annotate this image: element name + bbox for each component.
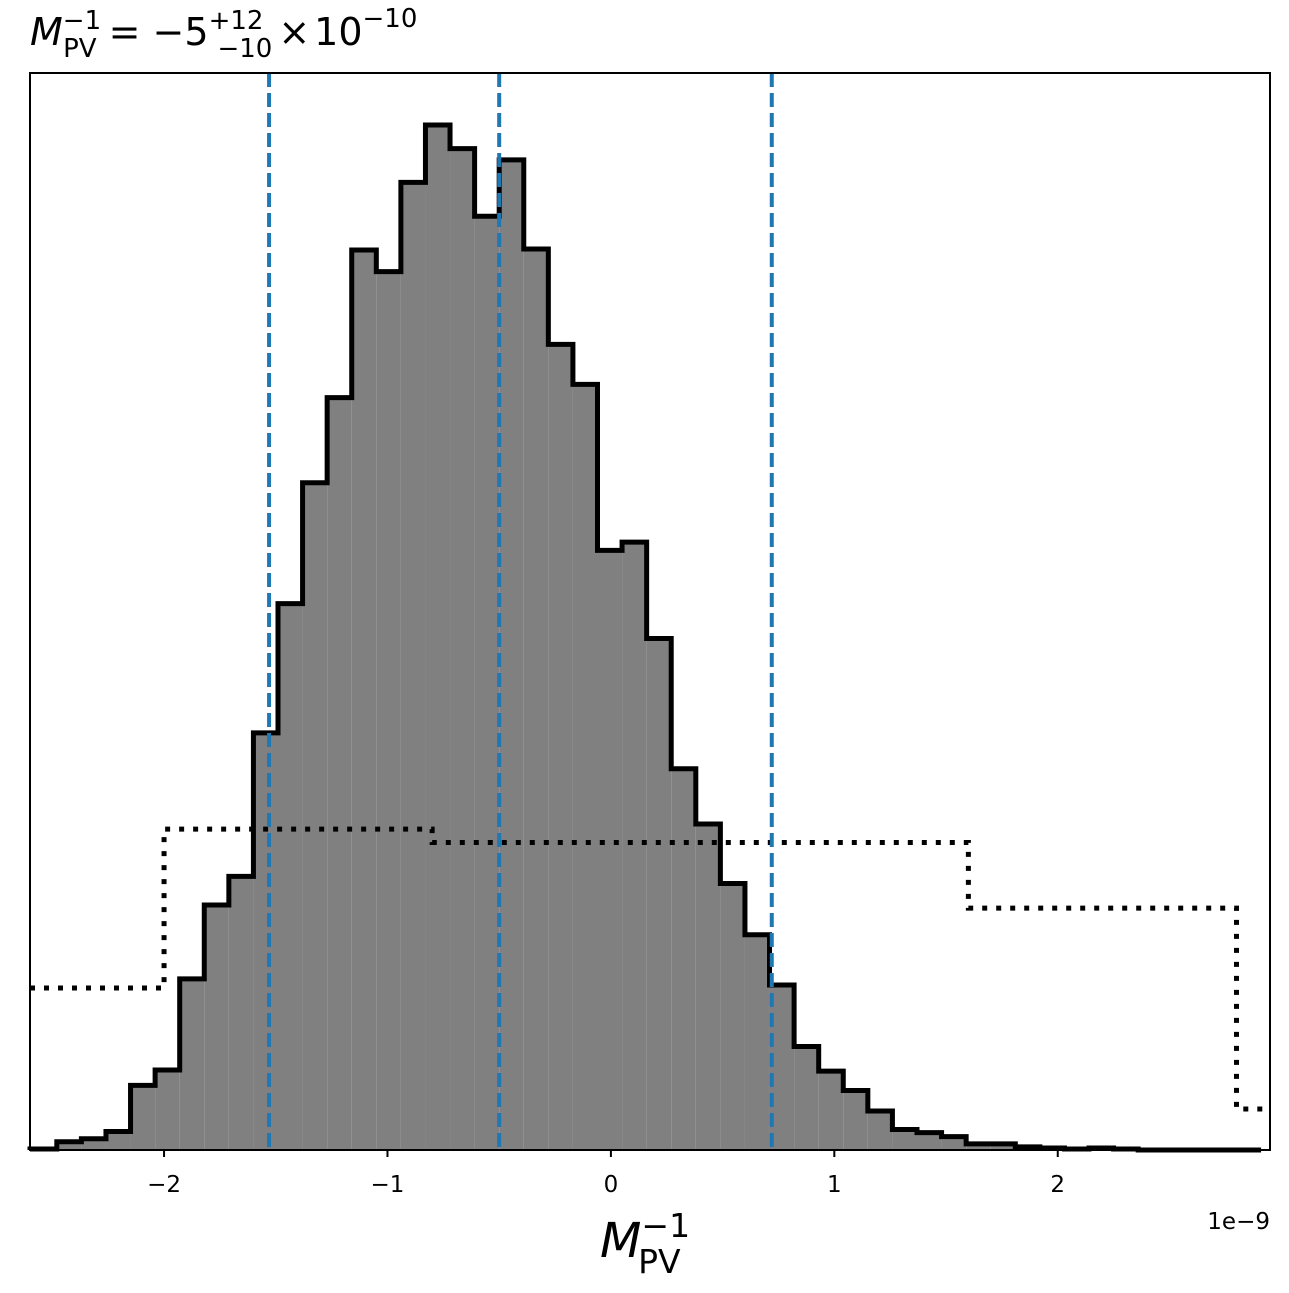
histogram-bar xyxy=(720,883,745,1150)
histogram-bar xyxy=(572,384,598,1150)
histogram-bar xyxy=(81,1138,106,1150)
x-offset-label: 1e−9 xyxy=(1207,1209,1270,1235)
title-superscript: −1 xyxy=(63,6,101,36)
histogram-bar xyxy=(327,397,352,1150)
histogram-bar xyxy=(990,1143,1016,1150)
histogram-bar xyxy=(155,1070,180,1150)
histogram-bar xyxy=(818,1071,844,1150)
histogram-bar xyxy=(105,1131,131,1150)
svg-text:M−1PV= −5+12−10×10−10: M−1 PV = −5+12 −10 × 10−10 xyxy=(30,4,417,64)
histogram-bar xyxy=(843,1090,868,1150)
histogram-bar xyxy=(351,250,377,1151)
histogram-bar xyxy=(916,1132,942,1150)
prior-dotted-line xyxy=(30,826,1270,1112)
histogram-bar xyxy=(622,542,647,1150)
x-axis-label: M−1 PV xyxy=(600,1206,690,1281)
title-err-plus: +12 xyxy=(209,6,264,36)
title-subscript: PV xyxy=(63,34,97,64)
plot-area xyxy=(27,73,1270,1153)
histogram-bar xyxy=(253,732,278,1150)
histogram-bar xyxy=(376,271,401,1150)
histogram-bar xyxy=(400,182,426,1150)
title: M−1 PV = −5+12 −10 × 10−10 xyxy=(30,4,417,64)
x-tick-label: 0 xyxy=(604,1172,619,1198)
histogram-bar xyxy=(425,125,451,1150)
x-tick-label: 1 xyxy=(827,1172,842,1198)
histogram-bar xyxy=(499,159,524,1151)
histogram-bar xyxy=(228,876,254,1150)
histogram-bar xyxy=(130,1085,156,1150)
histogram-bar xyxy=(204,905,229,1150)
histogram-bar xyxy=(278,603,303,1150)
x-tick-label: 2 xyxy=(1050,1172,1065,1198)
histogram-bar xyxy=(179,978,205,1150)
histogram-bar xyxy=(597,550,623,1150)
histogram-bar xyxy=(794,1046,819,1150)
xlabel-subscript: PV xyxy=(638,1242,681,1281)
histogram-bar xyxy=(966,1143,991,1150)
histogram-bar xyxy=(671,768,696,1150)
title-base: 10 xyxy=(314,10,362,54)
histogram-outline xyxy=(27,122,1262,1153)
histogram-bar xyxy=(941,1136,967,1150)
x-axis-ticks: −2 −1 0 1 2 xyxy=(147,1150,1065,1198)
histogram-bar xyxy=(523,249,549,1150)
axes-frame xyxy=(29,72,1271,1151)
histogram-bar xyxy=(744,934,770,1150)
histogram-bar xyxy=(695,824,721,1150)
title-symbol: M xyxy=(30,10,63,54)
title-times: × xyxy=(278,10,310,54)
title-value: −5 xyxy=(153,10,209,54)
histogram-bar xyxy=(474,216,500,1151)
x-tick-label: −1 xyxy=(371,1172,405,1198)
title-equals: = xyxy=(109,10,141,54)
histogram-bar xyxy=(892,1129,917,1150)
x-tick-label: −2 xyxy=(147,1172,181,1198)
histogram-bar xyxy=(302,482,328,1151)
svg-text:M−1PV: M−1 PV xyxy=(600,1206,690,1281)
histogram-bar xyxy=(867,1111,893,1150)
xlabel-superscript: −1 xyxy=(641,1206,690,1245)
histogram-bar xyxy=(548,344,573,1151)
title-err-minus: −10 xyxy=(217,34,272,64)
histogram-bar xyxy=(646,638,672,1150)
histogram-bar xyxy=(56,1141,82,1150)
histogram-bar xyxy=(450,148,475,1150)
title-exponent: −10 xyxy=(363,4,418,34)
xlabel-symbol: M xyxy=(600,1213,641,1269)
